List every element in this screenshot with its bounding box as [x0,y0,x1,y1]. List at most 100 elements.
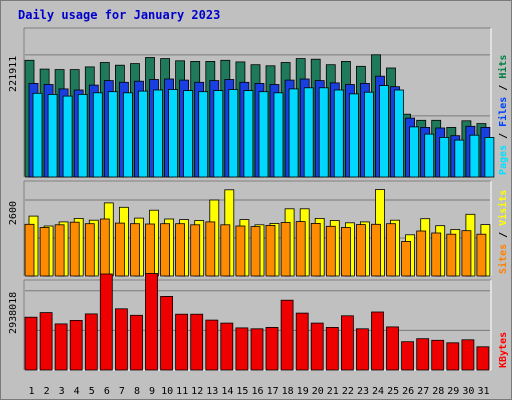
bar-pages-day-26 [409,126,420,178]
bar-sites-day-29 [446,233,457,277]
bar-pages-day-20 [318,87,329,178]
bar-pages-day-6 [107,91,118,178]
bar-sites-day-12 [190,224,201,277]
bar-pages-day-30 [469,134,480,178]
bar-pages-day-8 [138,90,148,178]
bar-pages-day-23 [363,91,374,178]
bar-kbytes-day-30 [461,339,475,371]
x-tick-day-9: 9 [149,386,155,397]
bar-kbytes-day-4 [69,319,83,371]
bar-sites-day-3 [54,224,65,277]
x-tick-day-23: 23 [357,386,369,397]
x-tick-day-26: 26 [402,386,414,397]
x-tick-day-11: 11 [176,386,188,397]
x-tick-day-19: 19 [297,386,309,397]
bar-pages-day-17 [273,92,284,178]
bar-kbytes-day-13 [205,319,219,371]
bar-sites-day-28 [431,232,442,277]
bar-pages-day-18 [288,88,299,178]
bar-pages-day-5 [92,92,103,178]
x-tick-day-20: 20 [312,386,324,397]
legend-separator: / [498,79,509,97]
bar-kbytes-day-10 [160,295,174,371]
bar-sites-day-11 [175,223,186,277]
x-tick-day-8: 8 [134,386,140,397]
x-tick-day-10: 10 [161,386,173,397]
bar-pages-day-4 [77,94,88,178]
bar-sites-day-25 [386,223,396,277]
x-tick-day-31: 31 [477,386,489,397]
x-tick-day-6: 6 [104,386,110,397]
bar-kbytes-day-11 [175,313,189,371]
x-tick-day-1: 1 [28,386,34,397]
x-tick-day-25: 25 [387,386,399,397]
x-tick-day-22: 22 [342,386,354,397]
x-tick-day-5: 5 [89,386,95,397]
bar-kbytes-day-16 [250,328,264,371]
bar-kbytes-day-1 [24,316,38,371]
legend-separator: / [498,127,509,145]
bar-sites-day-5 [84,223,95,277]
bar-pages-day-14 [228,89,239,178]
scale-label: 221911 [8,56,19,92]
legend-separator: / [498,226,509,244]
chart-title: Daily usage for January 2023 [18,8,221,22]
bar-pages-day-10 [168,89,179,178]
x-tick-day-21: 21 [327,386,339,397]
bar-sites-day-30 [461,230,472,277]
bar-kbytes-day-21 [325,326,339,371]
bar-kbytes-day-29 [446,342,460,371]
bar-sites-day-19 [295,221,306,277]
bar-kbytes-day-28 [431,339,445,371]
bar-sites-day-6 [99,218,110,277]
bar-pages-day-7 [123,92,133,178]
bar-sites-day-24 [371,223,381,277]
x-tick-day-16: 16 [251,386,263,397]
x-tick-day-14: 14 [221,386,233,397]
legend: Sites / Visits [497,190,509,274]
x-tick-day-18: 18 [282,386,294,397]
bar-pages-day-15 [243,90,254,178]
bar-sites-day-26 [401,241,412,277]
x-tick-day-30: 30 [462,386,474,397]
bar-pages-day-31 [484,136,495,178]
x-tick-day-12: 12 [191,386,203,397]
bar-sites-day-4 [69,221,80,277]
bar-kbytes-day-3 [54,323,68,371]
bar-sites-day-14 [220,224,231,277]
bar-pages-day-12 [198,91,209,178]
bar-sites-day-9 [145,223,155,277]
bar-pages-day-22 [348,93,359,178]
bar-sites-day-15 [235,225,246,277]
bar-pages-day-24 [379,85,389,178]
legend: Pages / Files / Hits [497,55,509,175]
x-tick-day-13: 13 [206,386,218,397]
bar-sites-day-23 [355,224,366,277]
bar-kbytes-day-25 [386,326,399,371]
bar-kbytes-day-9 [145,273,158,371]
bar-pages-day-27 [424,133,435,178]
bar-sites-day-27 [416,230,427,277]
bar-sites-day-10 [160,223,171,277]
bar-kbytes-day-12 [190,313,204,371]
bar-kbytes-day-27 [416,338,430,371]
legend-pages: Pages [498,145,509,175]
bar-kbytes-day-26 [401,341,415,371]
bar-pages-day-19 [303,87,314,178]
bar-pages-day-21 [333,89,344,178]
bar-kbytes-day-24 [371,311,384,371]
bar-kbytes-day-31 [476,346,490,371]
bar-pages-day-29 [454,139,465,178]
bar-pages-day-2 [47,94,58,178]
x-tick-day-29: 29 [447,386,459,397]
bar-kbytes-day-7 [115,308,128,371]
bar-sites-day-2 [39,227,50,277]
bar-sites-day-31 [476,233,487,277]
bar-pages-day-9 [153,89,163,178]
x-tick-day-17: 17 [267,386,279,397]
legend-files: Files [497,97,509,127]
bar-pages-day-3 [62,95,73,178]
bar-kbytes-day-8 [130,314,143,371]
bar-pages-day-13 [213,90,224,178]
